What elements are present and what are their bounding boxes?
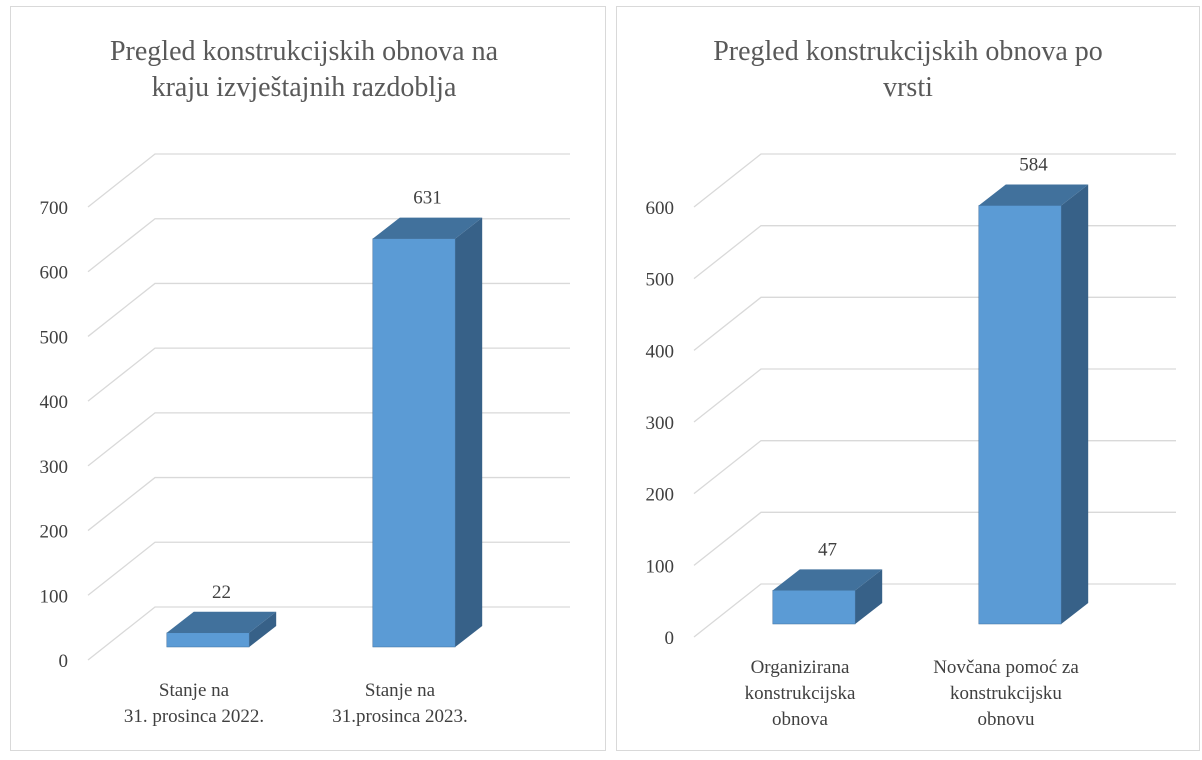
grid-line xyxy=(87,282,570,337)
bar-side xyxy=(855,569,883,624)
y-tick-label: 400 xyxy=(646,341,675,362)
y-tick-label: 600 xyxy=(40,263,69,284)
data-label: 584 xyxy=(1019,154,1048,175)
chart-title: Pregled konstrukcijskih obnova na kraju … xyxy=(109,36,499,103)
grid-line xyxy=(87,347,570,402)
bar-top xyxy=(978,184,1089,206)
y-tick-label: 0 xyxy=(59,651,69,672)
grid-line xyxy=(693,153,1176,208)
y-tick-label: 100 xyxy=(646,556,675,577)
bar-side xyxy=(249,611,277,647)
grid-line xyxy=(693,225,1176,280)
bar-top xyxy=(166,611,277,633)
data-label: 22 xyxy=(212,582,231,603)
x-tick-label: 31.prosinca 2023. xyxy=(332,706,468,727)
y-tick-label: 200 xyxy=(40,522,69,543)
x-tick-label: Stanje na xyxy=(159,680,230,701)
bar-side xyxy=(455,217,483,647)
bar-top xyxy=(372,217,483,239)
x-tick-label: obnovu xyxy=(978,709,1036,730)
y-tick-label: 100 xyxy=(40,586,69,607)
x-tick-label: obnova xyxy=(772,709,829,730)
grid-line xyxy=(87,218,570,273)
y-tick-label: 200 xyxy=(646,485,675,506)
data-label: 631 xyxy=(413,188,442,209)
y-tick-label: 700 xyxy=(40,198,69,219)
y-tick-label: 500 xyxy=(40,327,69,348)
grid-line xyxy=(87,541,570,596)
bar-side xyxy=(1061,184,1089,624)
x-tick-label: konstrukcijska xyxy=(745,683,856,704)
x-tick-label: konstrukcijsku xyxy=(950,683,1062,704)
bar xyxy=(166,632,250,648)
grid-line xyxy=(87,476,570,532)
grid-line xyxy=(693,440,1176,495)
grid-line xyxy=(87,606,570,661)
bar xyxy=(978,205,1062,625)
grid-line xyxy=(693,296,1176,351)
chart-panel xyxy=(616,6,1200,751)
y-tick-label: 600 xyxy=(646,198,675,219)
x-tick-label: Organizirana xyxy=(751,657,850,678)
x-tick-label: 31. prosinca 2022. xyxy=(124,706,264,727)
y-tick-label: 500 xyxy=(646,270,675,291)
data-label: 47 xyxy=(818,539,837,560)
grid-line xyxy=(87,412,570,467)
y-tick-label: 0 xyxy=(665,628,675,649)
bar-top xyxy=(772,569,883,591)
chart-panel xyxy=(10,6,606,751)
bar xyxy=(772,590,856,625)
chart-title: Pregled konstrukcijskih obnova po vrsti xyxy=(713,36,1103,103)
bar xyxy=(372,238,456,648)
x-tick-label: Novčana pomoć za xyxy=(933,657,1079,678)
grid-line xyxy=(693,511,1176,566)
x-tick-label: Stanje na xyxy=(365,680,436,701)
y-tick-label: 300 xyxy=(646,413,675,434)
grid-line xyxy=(693,583,1176,638)
y-tick-label: 400 xyxy=(40,392,69,413)
grid-line xyxy=(87,153,570,208)
y-tick-label: 300 xyxy=(40,457,69,478)
grid-line xyxy=(693,368,1176,423)
